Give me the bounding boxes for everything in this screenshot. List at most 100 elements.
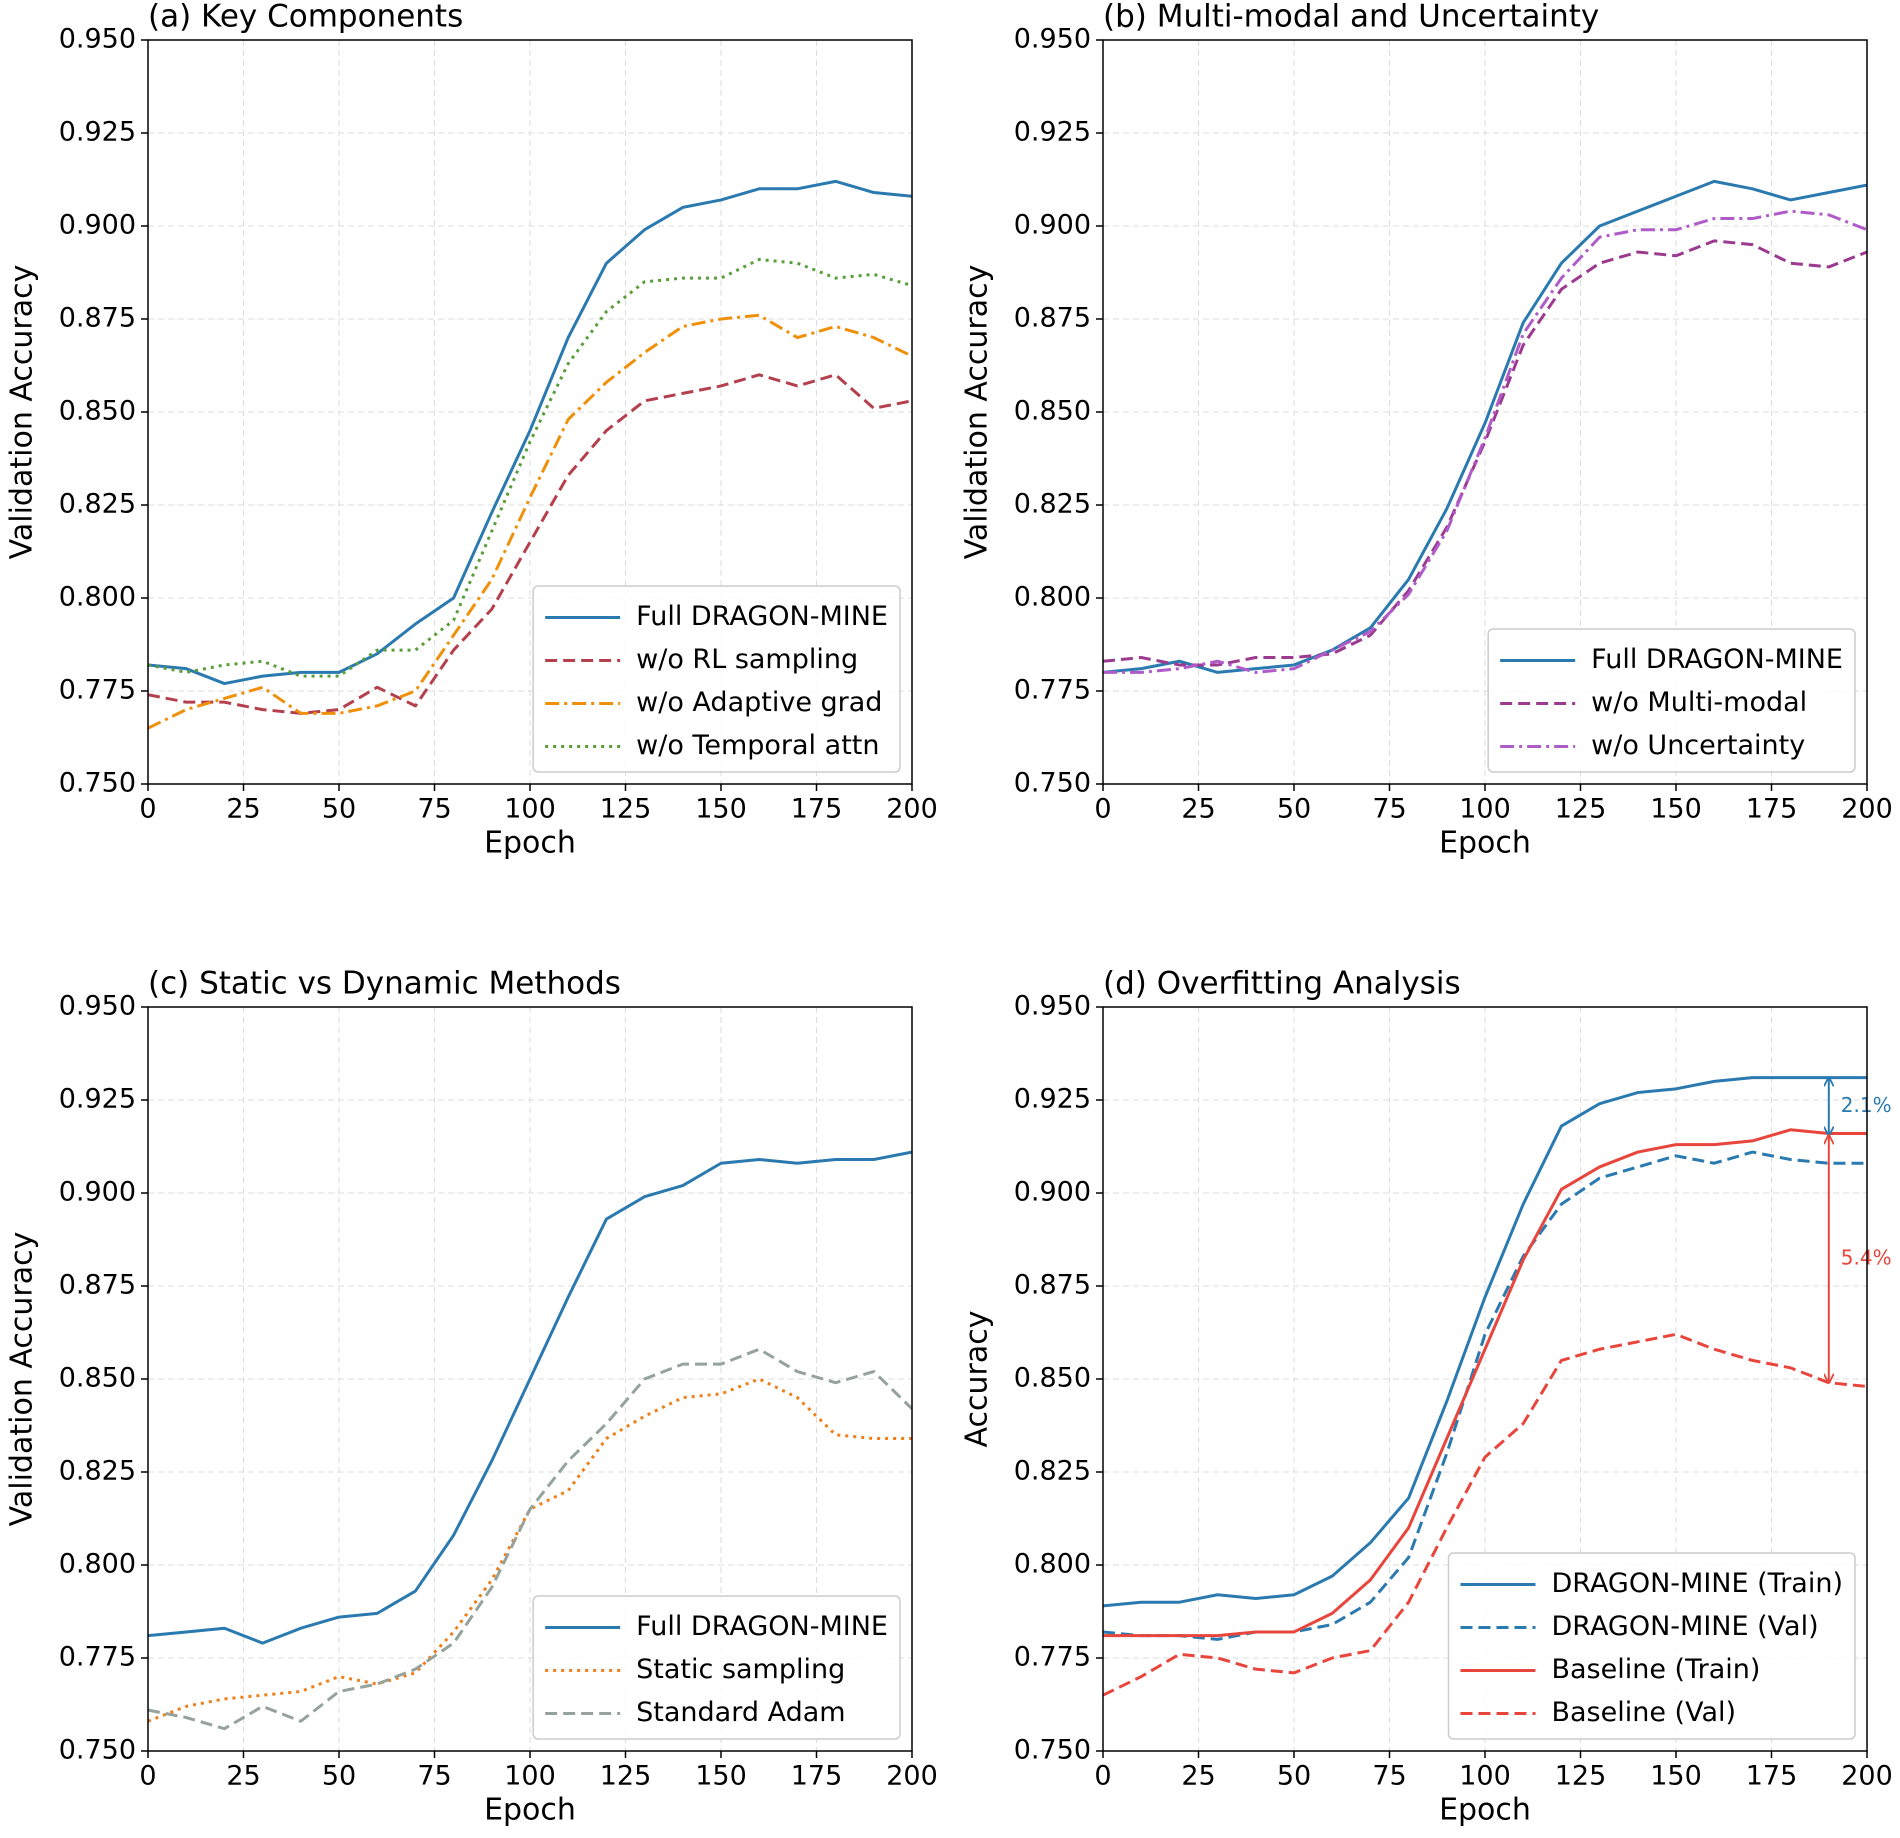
y-axis-label: Validation Accuracy	[960, 265, 995, 560]
x-tick-label: 75	[1372, 794, 1406, 825]
series-line	[1103, 1128, 1867, 1638]
y-tick-label: 0.800	[59, 1549, 136, 1580]
x-tick-label: 175	[791, 1761, 843, 1792]
x-tick-label: 150	[695, 1761, 747, 1792]
legend: Full DRAGON-MINE w/o Multi-modal w/o Uncer…	[1487, 628, 1856, 773]
annotation-label: 2.1%	[1841, 1093, 1892, 1117]
x-tick-label: 175	[791, 794, 843, 825]
x-tick-label: 100	[504, 1761, 556, 1792]
y-tick-label: 0.850	[59, 1363, 136, 1394]
series-line	[1103, 1150, 1867, 1641]
x-tick-label: 50	[1277, 794, 1311, 825]
y-tick-label: 0.950	[1014, 991, 1091, 1022]
y-tick-label: 0.925	[59, 117, 136, 148]
legend-label: Baseline (Val)	[1551, 1697, 1736, 1728]
x-tick-label: 200	[1841, 1761, 1893, 1792]
series-line	[1103, 1076, 1867, 1608]
y-tick-label: 0.750	[1014, 1735, 1091, 1766]
x-tick-label: 125	[1555, 1761, 1607, 1792]
legend-label: Standard Adam	[636, 1697, 845, 1728]
y-tick-label: 0.900	[1014, 210, 1091, 241]
y-tick-label: 0.775	[1014, 675, 1091, 706]
series-line	[148, 1377, 912, 1723]
y-axis-label: Validation Accuracy	[5, 1232, 40, 1527]
legend-label: w/o Adaptive grad	[636, 687, 882, 718]
y-tick-label: 0.900	[59, 210, 136, 241]
y-tick-label: 0.775	[59, 1642, 136, 1673]
x-tick-label: 25	[1181, 794, 1215, 825]
y-tick-label: 0.775	[1014, 1642, 1091, 1673]
legend: DRAGON-MINE (Train) DRAGON-MINE (Val) Base…	[1447, 1552, 1856, 1740]
y-tick-label: 0.925	[59, 1084, 136, 1115]
y-tick-label: 0.850	[1014, 1363, 1091, 1394]
legend-box	[1447, 1552, 1856, 1740]
legend-label: w/o Multi-modal	[1591, 687, 1807, 718]
series-line	[148, 373, 912, 715]
legend-label: DRAGON-MINE (Val)	[1551, 1611, 1818, 1642]
y-tick-label: 0.900	[59, 1177, 136, 1208]
axes-frame	[1102, 39, 1868, 785]
y-tick-label: 0.850	[59, 396, 136, 427]
legend-label: Baseline (Train)	[1551, 1654, 1760, 1685]
y-tick-label: 0.825	[59, 489, 136, 520]
y-tick-label: 0.800	[1014, 582, 1091, 613]
legend: Full DRAGON-MINE w/o RL sampling w/o Adapt…	[532, 585, 901, 773]
y-tick-label: 0.750	[59, 768, 136, 799]
y-tick-label: 0.825	[1014, 1456, 1091, 1487]
legend-box	[532, 585, 901, 773]
series-line	[148, 1347, 912, 1731]
x-tick-label: 75	[417, 794, 451, 825]
legend-label: Static sampling	[636, 1654, 845, 1685]
x-tick-label: 100	[504, 794, 556, 825]
y-tick-label: 0.900	[1014, 1177, 1091, 1208]
x-tick-label: 100	[1459, 1761, 1511, 1792]
x-axis-label: Epoch	[1439, 826, 1531, 861]
y-tick-label: 0.800	[1014, 1549, 1091, 1580]
legend-label: Full DRAGON-MINE	[636, 601, 888, 632]
x-tick-label: 0	[1094, 794, 1111, 825]
legend-label: Full DRAGON-MINE	[1591, 644, 1843, 675]
x-tick-label: 50	[322, 794, 356, 825]
series-line	[1103, 179, 1867, 674]
series-line	[1103, 239, 1867, 667]
y-tick-label: 0.925	[1014, 117, 1091, 148]
legend-label: w/o Temporal attn	[636, 730, 879, 761]
y-tick-label: 0.750	[1014, 768, 1091, 799]
panel-title: (b) Multi-modal and Uncertainty	[1103, 0, 1599, 35]
y-tick-label: 0.775	[59, 675, 136, 706]
series-line	[148, 1150, 912, 1645]
y-tick-label: 0.925	[1014, 1084, 1091, 1115]
y-tick-label: 0.800	[59, 582, 136, 613]
x-tick-label: 75	[1372, 1761, 1406, 1792]
legend-label: DRAGON-MINE (Train)	[1551, 1568, 1843, 1599]
series-line	[148, 257, 912, 678]
y-axis-label: Validation Accuracy	[5, 265, 40, 560]
y-tick-label: 0.875	[59, 303, 136, 334]
panel-title: (a) Key Components	[148, 0, 463, 35]
x-tick-label: 0	[139, 1761, 156, 1792]
y-tick-label: 0.825	[1014, 489, 1091, 520]
x-tick-label: 25	[1181, 1761, 1215, 1792]
legend-label: w/o RL sampling	[636, 644, 858, 675]
axes-frame	[147, 39, 913, 785]
axes-frame	[147, 1006, 913, 1752]
x-tick-label: 200	[886, 1761, 938, 1792]
panel-title: (d) Overfitting Analysis	[1103, 966, 1461, 1002]
x-tick-label: 200	[1841, 794, 1893, 825]
x-tick-label: 150	[695, 794, 747, 825]
x-tick-label: 200	[886, 794, 938, 825]
y-tick-label: 0.875	[1014, 1270, 1091, 1301]
legend-label: w/o Uncertainty	[1591, 730, 1805, 761]
y-tick-label: 0.950	[59, 991, 136, 1022]
x-axis-label: Epoch	[1439, 1793, 1531, 1828]
y-tick-label: 0.875	[59, 1270, 136, 1301]
series-line	[148, 313, 912, 730]
x-axis-label: Epoch	[484, 826, 576, 861]
annotation-label: 5.4%	[1841, 1246, 1892, 1270]
x-tick-label: 0	[139, 794, 156, 825]
y-tick-label: 0.750	[59, 1735, 136, 1766]
legend-box	[532, 1595, 901, 1740]
panel-title: (c) Static vs Dynamic Methods	[148, 966, 621, 1002]
x-tick-label: 0	[1094, 1761, 1111, 1792]
